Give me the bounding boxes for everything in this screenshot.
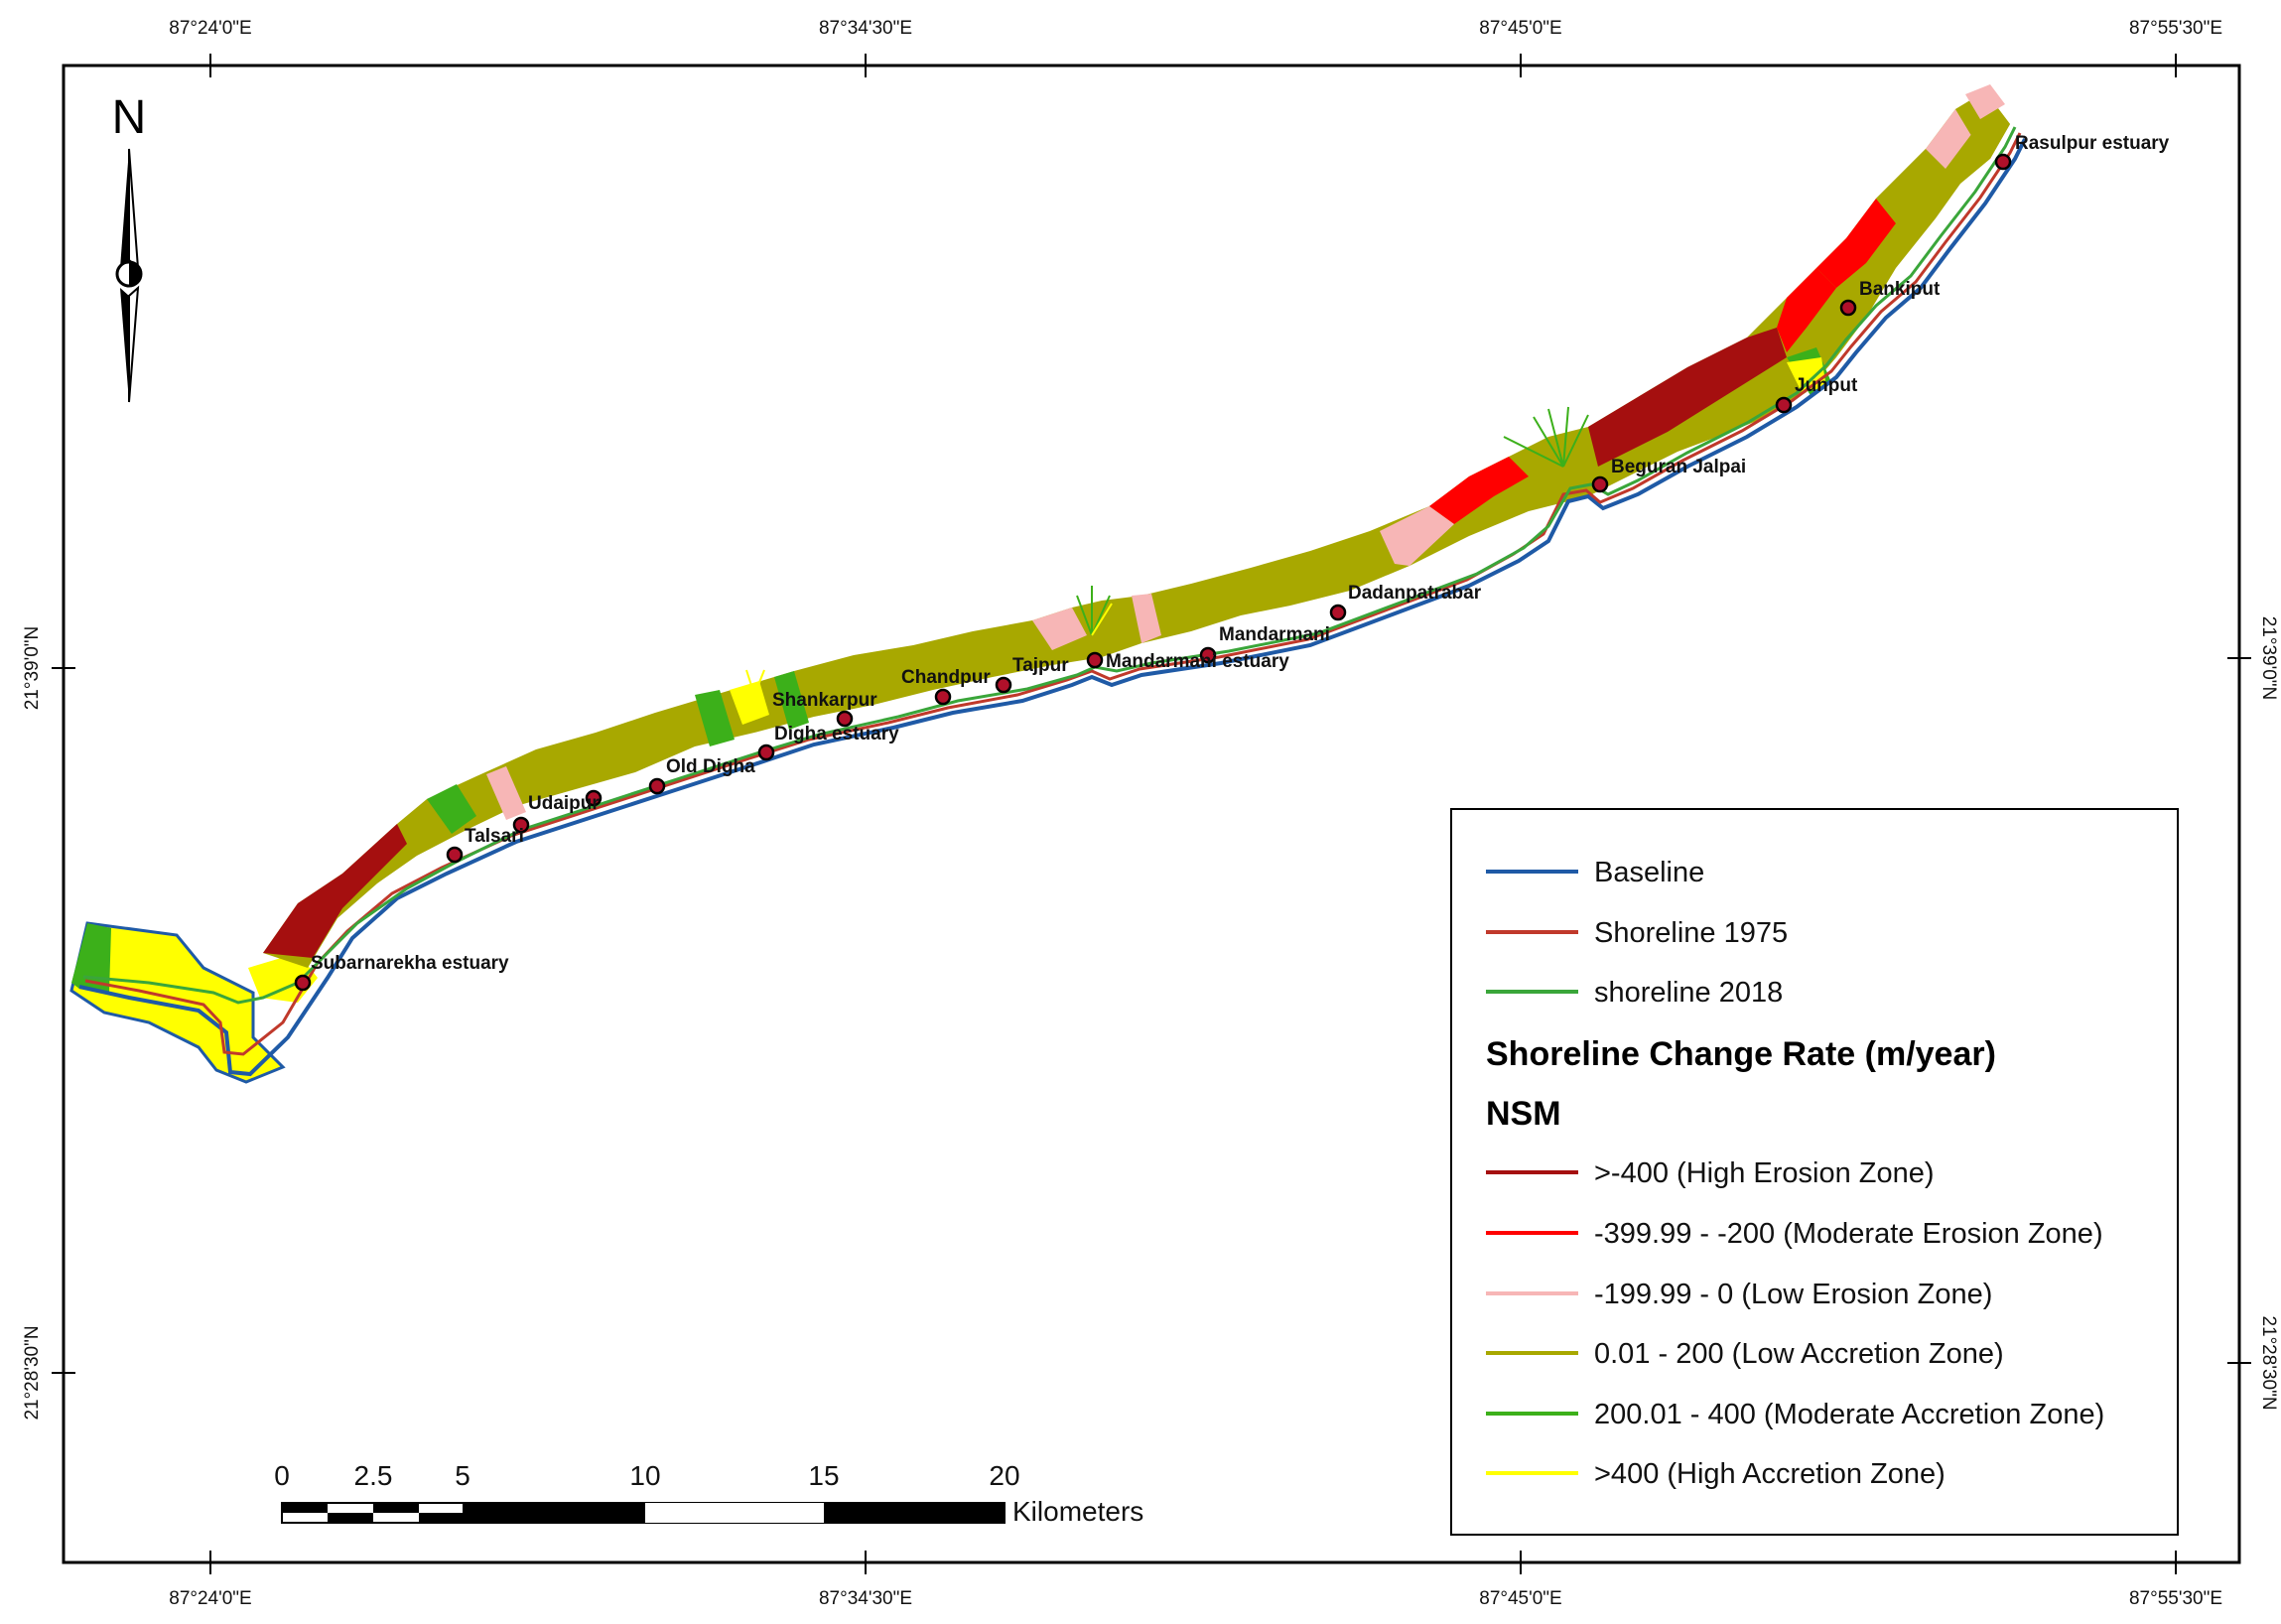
place-label: Mandarmani	[1219, 624, 1330, 645]
north-arrow-icon: N	[112, 91, 147, 403]
shoreline-2018-line	[82, 126, 2017, 1005]
left-latitude-label: 21°28'30"N	[22, 1325, 43, 1420]
legend-line-label: Baseline	[1594, 857, 1704, 888]
legend-class-label: -399.99 - -200 (Moderate Erosion Zone)	[1594, 1218, 2103, 1250]
place-label: Tajpur	[1012, 655, 1069, 676]
place-label: Chandpur	[901, 667, 991, 688]
top-longitude-label: 87°34'30"E	[819, 18, 912, 39]
scale-tick-label: 2.5	[354, 1460, 393, 1491]
top-longitude-label: 87°24'0"E	[169, 18, 251, 39]
place-markers	[294, 153, 2012, 992]
place-label: Talsari	[465, 826, 524, 847]
left-latitude-label: 21°39'0"N	[22, 626, 43, 711]
place-label: Dadanpatrabar	[1348, 583, 1482, 604]
baseline-line	[78, 138, 2027, 1077]
legend: Baseline Shoreline 1975 shoreline 2018 S…	[1450, 808, 2179, 1536]
scale-tick-label: 10	[629, 1460, 660, 1491]
place-label: Udaipur	[528, 793, 600, 814]
bottom-longitude-label: 87°55'30"E	[2129, 1588, 2222, 1609]
north-label: N	[112, 91, 147, 144]
legend-class-label: >-400 (High Erosion Zone)	[1594, 1157, 1935, 1189]
legend-class-label: -199.99 - 0 (Low Erosion Zone)	[1594, 1279, 1992, 1310]
legend-title: Shoreline Change Rate (m/year)	[1486, 1035, 1996, 1073]
right-latitude-label: 21°39'0"N	[2258, 616, 2279, 701]
place-label: Subarnarekha estuary	[311, 953, 509, 974]
place-label: Digha estuary	[774, 724, 899, 744]
nsm-change-band	[69, 84, 2010, 1084]
graticule-ticks	[52, 54, 2251, 1574]
place-label: Old Digha	[666, 756, 755, 777]
scale-unit-label: Kilometers	[1012, 1496, 1143, 1527]
legend-class-label: >400 (High Accretion Zone)	[1594, 1458, 1946, 1490]
scale-tick-label: 0	[274, 1460, 290, 1491]
scale-tick-label: 5	[455, 1460, 470, 1491]
bottom-longitude-label: 87°34'30"E	[819, 1588, 912, 1609]
legend-line-label: shoreline 2018	[1594, 977, 1783, 1009]
right-latitude-label: 21°28'30"N	[2258, 1315, 2279, 1410]
bottom-longitude-label: 87°45'0"E	[1479, 1588, 1561, 1609]
scale-tick-label: 15	[808, 1460, 839, 1491]
top-longitude-label: 87°55'30"E	[2129, 18, 2222, 39]
legend-class-label: 200.01 - 400 (Moderate Accretion Zone)	[1594, 1399, 2104, 1430]
place-label: Mandarmani estuary	[1106, 651, 1289, 672]
scale-tick-label: 20	[989, 1460, 1019, 1491]
place-label: Beguran Jalpai	[1611, 457, 1746, 477]
place-labels: Rasulpur estuary Bankiput Junput Beguran…	[311, 133, 2170, 974]
scale-bar: 0 2.5 5 10 15 20 Kilometers	[274, 1460, 1143, 1527]
legend-class-label: 0.01 - 200 (Low Accretion Zone)	[1594, 1338, 2004, 1370]
legend-subtitle: NSM	[1486, 1095, 1561, 1133]
place-label: Rasulpur estuary	[2015, 133, 2170, 154]
legend-line-label: Shoreline 1975	[1594, 917, 1788, 949]
bottom-longitude-label: 87°24'0"E	[169, 1588, 251, 1609]
place-label: Bankiput	[1859, 279, 1941, 300]
place-label: Shankarpur	[772, 690, 877, 711]
place-label: Junput	[1795, 375, 1858, 396]
top-longitude-label: 87°45'0"E	[1479, 18, 1561, 39]
